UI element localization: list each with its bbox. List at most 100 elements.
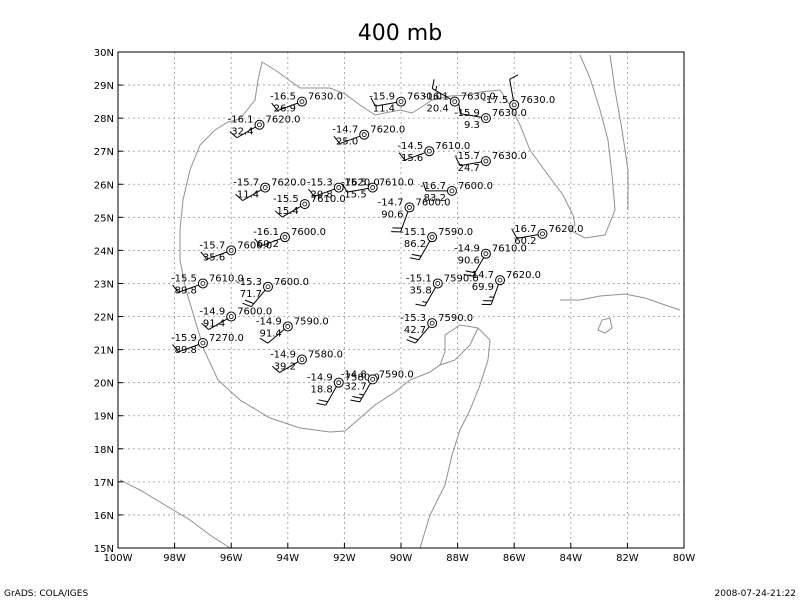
- station-inner-ring: [361, 132, 367, 138]
- station-moisture: 15.4: [277, 206, 299, 217]
- station-inner-ring: [540, 231, 545, 237]
- station-height: 7600.0: [458, 181, 493, 192]
- wind-barb-feather: [370, 97, 376, 107]
- station-circle-icon: [424, 146, 435, 157]
- wind-barb-feather: [333, 135, 341, 144]
- station-inner-ring: [228, 247, 234, 253]
- station-moisture: 83.2: [424, 193, 446, 204]
- wind-barb-half-feather: [435, 85, 438, 91]
- wind-barb-feather: [201, 322, 210, 330]
- station-circle-icon: [260, 182, 271, 193]
- station-plot: -15.5 7610.0 15.5: [341, 178, 414, 201]
- lat-tick-label: 24N: [94, 246, 114, 257]
- lat-tick-label: 19N: [94, 412, 114, 423]
- station-height: 7630.0: [520, 95, 555, 106]
- station-circle-icon: [282, 321, 293, 332]
- station-circle-icon: [197, 337, 208, 348]
- station-plots-layer: -16.5 7630.0 26.9 -16.1 7620.0 32.4 -15.9 7630.…: [171, 92, 583, 396]
- yucatan-east-coastline: [439, 327, 479, 366]
- station-inner-ring: [429, 320, 435, 326]
- station-moisture: 35.8: [410, 285, 432, 296]
- station-plot: -15.7 7600.0 35.6: [199, 240, 272, 263]
- station-height: 7630.0: [492, 108, 527, 119]
- station-temperature: -15.1: [406, 273, 432, 284]
- lat-tick-label: 23N: [94, 279, 114, 290]
- station-moisture: 18.8: [310, 385, 332, 396]
- wind-barb-feather: [272, 365, 280, 373]
- lat-tick-label: 15N: [94, 544, 114, 555]
- wind-barb-feather: [229, 131, 238, 139]
- wind-barb-feather: [350, 399, 360, 403]
- station-temperature: -14.7: [378, 197, 404, 208]
- station-height: 7580.0: [308, 350, 343, 361]
- wind-barb-feather: [431, 79, 435, 89]
- station-circle-icon: [254, 119, 265, 130]
- station-plot: -14.9 7580.0 39.2: [270, 350, 343, 373]
- station-moisture: 86.2: [404, 239, 426, 250]
- station-inner-ring: [407, 205, 412, 210]
- gulf-coastline: [179, 118, 491, 549]
- station-plot: -14.9 7590.0 91.4: [256, 316, 329, 339]
- station-moisture: 9.3: [464, 120, 480, 131]
- station-temperature: -14.9: [256, 316, 282, 327]
- station-moisture: 91.4: [203, 319, 225, 330]
- station-height: 7620.0: [506, 270, 541, 281]
- station-moisture: 35.6: [203, 252, 225, 263]
- station-circle-icon: [404, 202, 415, 213]
- station-temperature: -17.5: [482, 95, 508, 106]
- florida-coastline: [499, 54, 616, 239]
- station-plot: -16.1 7620.0 32.4: [228, 115, 301, 138]
- station-circle-icon: [262, 281, 273, 292]
- wind-barb-feather: [511, 229, 518, 239]
- wind-barb-feather: [463, 273, 474, 277]
- station-temperature: -14.9: [199, 307, 225, 318]
- wind-barb-half-feather: [358, 393, 364, 396]
- wind-barb-feather: [318, 399, 328, 403]
- station-inner-ring: [228, 314, 234, 319]
- station-temperature: -14.9: [270, 350, 296, 361]
- station-height: 7270.0: [209, 333, 244, 344]
- lat-tick-label: 18N: [94, 445, 114, 456]
- station-plot: -14.7 7620.0 25.0: [332, 125, 405, 148]
- station-temperature: -15.7: [454, 151, 480, 162]
- station-circle-icon: [226, 311, 237, 322]
- station-moisture: 89.8: [175, 345, 197, 356]
- lon-tick-label: 100W: [104, 553, 133, 564]
- wind-barb-feather: [509, 74, 519, 80]
- station-inner-ring: [200, 281, 206, 286]
- station-height: 7630.0: [308, 92, 343, 103]
- wind-barb-feather: [242, 302, 252, 308]
- station-inner-ring: [398, 99, 404, 104]
- station-moisture: 42.7: [404, 325, 426, 336]
- station-plot: -15.7 7620.0 11.4: [233, 178, 306, 201]
- station-temperature: -15.5: [273, 194, 299, 205]
- station-moisture: 20.8: [310, 190, 332, 201]
- station-circle-icon: [480, 113, 491, 124]
- station-temperature: -15.3: [307, 178, 333, 189]
- station-circle-icon: [197, 278, 208, 289]
- station-plot: -15.5 7610.0 89.8: [171, 273, 244, 296]
- footer-right-timestamp: 2008-07-24-21:22: [715, 589, 797, 599]
- wind-barb-feather: [406, 339, 416, 344]
- wind-barb-feather: [409, 257, 420, 261]
- station-height: 7620.0: [345, 178, 380, 189]
- lat-tick-label: 21N: [94, 346, 114, 357]
- wind-barb-feather: [172, 284, 179, 293]
- wind-barb-feather: [342, 183, 348, 193]
- lat-tick-label: 29N: [94, 81, 114, 92]
- station-height: 7590.0: [294, 316, 329, 327]
- wind-barb-feather: [458, 104, 461, 114]
- wind-barb-feather: [254, 238, 261, 247]
- wind-barb-feather: [244, 299, 255, 305]
- footer-left-credit: GrADS: COLA/IGES: [4, 589, 88, 599]
- station-plot: -15.1 7590.0 86.2: [400, 227, 473, 250]
- station-circle-icon: [495, 275, 506, 286]
- station-inner-ring: [336, 380, 342, 386]
- lat-tick-label: 25N: [94, 213, 114, 224]
- station-height: 7590.0: [438, 313, 473, 324]
- station-inner-ring: [483, 115, 489, 121]
- station-inner-ring: [299, 99, 305, 104]
- station-inner-ring: [299, 357, 305, 362]
- station-temperature: -14.7: [468, 270, 494, 281]
- lon-tick-label: 84W: [559, 553, 582, 564]
